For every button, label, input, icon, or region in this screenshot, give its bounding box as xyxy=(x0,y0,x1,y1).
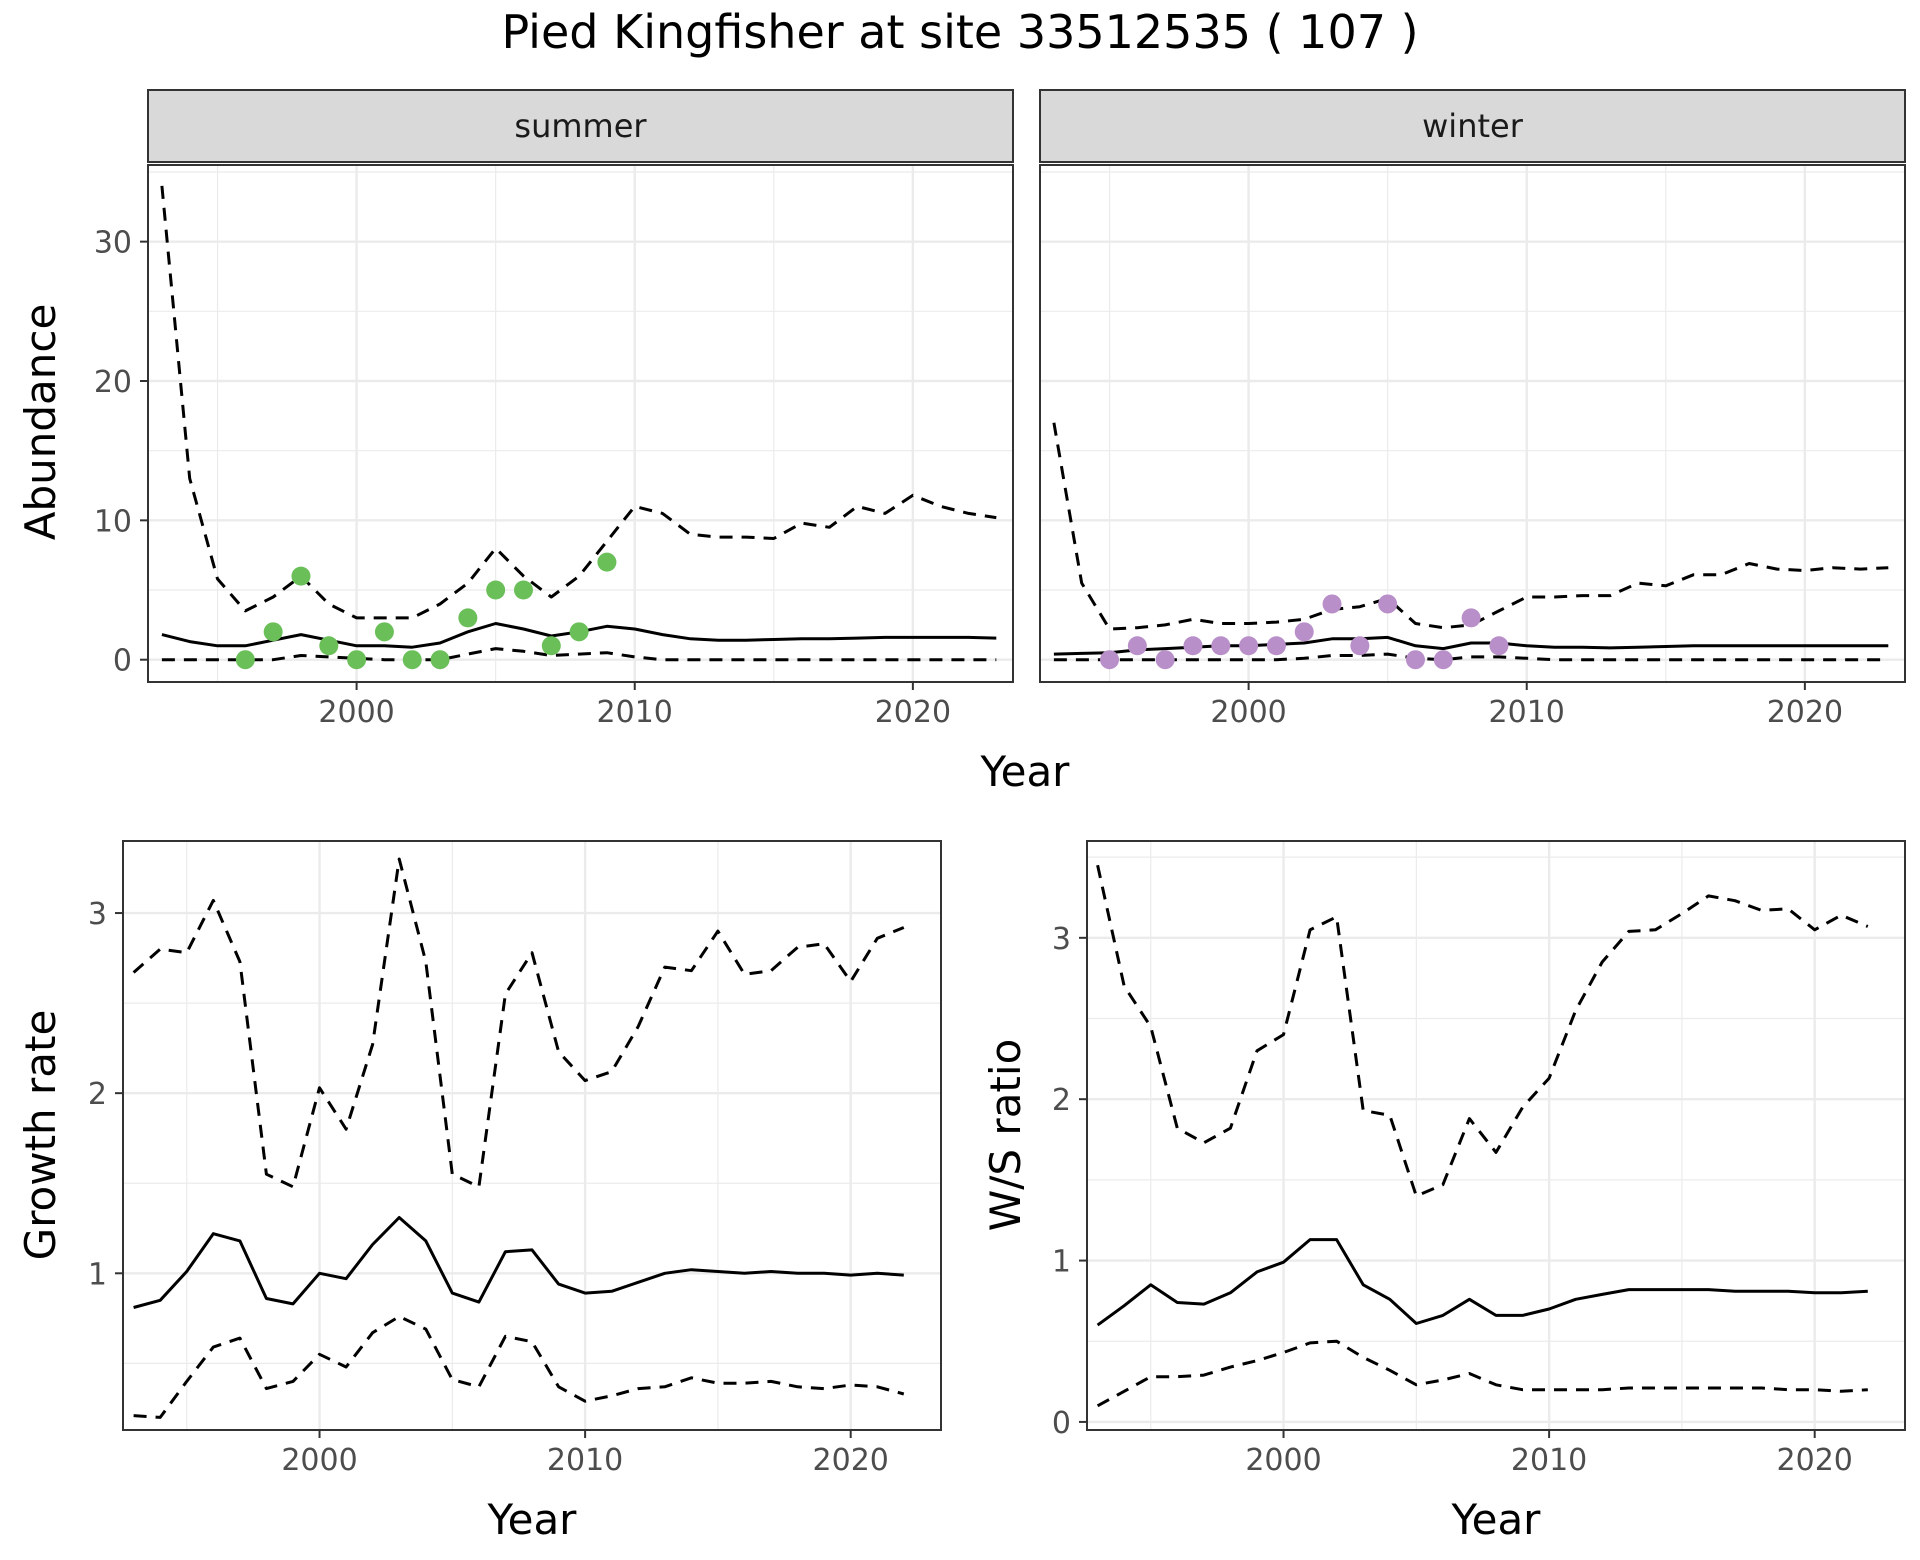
observation-point xyxy=(430,650,450,670)
observation-point xyxy=(1183,636,1203,656)
y-tick-label: 1 xyxy=(88,1257,107,1292)
facet-label-summer: summer xyxy=(514,107,647,145)
winter-panel: winter 2000 2010 2020 xyxy=(1039,89,1906,730)
observation-point xyxy=(1155,650,1175,670)
grid xyxy=(1087,841,1905,1430)
observation-point xyxy=(1211,636,1231,656)
observation-point xyxy=(513,580,533,600)
y-tick-label: 30 xyxy=(94,226,132,261)
lower-bound-line xyxy=(133,1315,905,1419)
y-tick-label: 20 xyxy=(94,365,132,400)
top-x-axis-title: Year xyxy=(980,747,1071,796)
observation-point xyxy=(486,580,506,600)
observation-point xyxy=(263,622,283,642)
top-y-axis-title: Abundance xyxy=(16,304,65,541)
x-tick-label: 2020 xyxy=(875,695,951,730)
observation-point xyxy=(402,650,422,670)
series-group xyxy=(160,185,997,670)
facet-label-winter: winter xyxy=(1422,107,1524,145)
lower-bound-line xyxy=(1096,1339,1868,1408)
ws-ratio-panel: 2000 2010 2020 0 1 2 3 Year W/S ratio xyxy=(981,840,1906,1544)
panel-border xyxy=(122,840,942,1431)
lower-bound-line xyxy=(1053,652,1889,662)
series-group xyxy=(1052,422,1889,670)
x-tick-label: 2010 xyxy=(597,695,673,730)
observation-point xyxy=(569,622,589,642)
y-tick-label: 3 xyxy=(88,897,107,932)
estimate-line xyxy=(133,1216,904,1309)
plot-background xyxy=(123,841,941,1430)
grid xyxy=(1040,165,1905,682)
observation-point xyxy=(1378,594,1398,614)
observation-point xyxy=(541,636,561,656)
x-tick-label: 2000 xyxy=(1245,1443,1321,1478)
y-tick-label: 10 xyxy=(94,504,132,539)
facet-strip xyxy=(1039,89,1906,163)
observation-point xyxy=(458,608,478,628)
panel-border xyxy=(147,164,1014,683)
observation-point xyxy=(1322,594,1342,614)
plot-background xyxy=(1087,841,1905,1430)
y-tick-label: 0 xyxy=(1052,1406,1071,1441)
series-group xyxy=(132,857,905,1419)
series-group xyxy=(1096,864,1869,1408)
x-tick-label: 2020 xyxy=(1777,1443,1853,1478)
observation-point xyxy=(1405,650,1425,670)
observation-point xyxy=(1100,650,1120,670)
estimate-line xyxy=(1096,1238,1868,1327)
summer-panel: summer 2000 2010 2020 0 10 20 30 xyxy=(94,89,1014,730)
grid xyxy=(148,165,1013,682)
y-tick-label: 3 xyxy=(1052,922,1071,957)
upper-bound-line xyxy=(1096,864,1869,1198)
x-axis-title: Year xyxy=(1451,1495,1542,1544)
growth-rate-panel: 2000 2010 2020 1 2 3 Year Growth rate xyxy=(16,840,942,1544)
y-axis-title: Growth rate xyxy=(16,1010,65,1261)
x-tick-label: 2000 xyxy=(1210,695,1286,730)
observation-point xyxy=(1266,636,1286,656)
x-tick-label: 2020 xyxy=(1767,695,1843,730)
x-axis-title: Year xyxy=(487,1495,578,1544)
plot-background xyxy=(1040,165,1905,682)
observation-point xyxy=(1461,608,1481,628)
x-tick-label: 2000 xyxy=(281,1443,357,1478)
observation-point xyxy=(235,650,255,670)
panel-border xyxy=(1086,840,1906,1431)
observation-point xyxy=(1350,636,1370,656)
observation-point xyxy=(1239,636,1259,656)
figure-title: Pied Kingfisher at site 33512535 ( 107 ) xyxy=(501,5,1418,59)
observation-point xyxy=(1489,636,1509,656)
observation-point xyxy=(374,622,394,642)
x-tick-label: 2010 xyxy=(1489,695,1565,730)
x-tick-label: 2000 xyxy=(318,695,394,730)
observation-point xyxy=(597,552,617,572)
upper-bound-line xyxy=(1052,422,1889,631)
y-axis-title: W/S ratio xyxy=(981,1039,1030,1232)
y-tick-label: 1 xyxy=(1052,1245,1071,1280)
upper-bound-line xyxy=(132,857,905,1189)
plot-background xyxy=(148,165,1013,682)
facet-strip xyxy=(147,89,1014,163)
observation-point xyxy=(1127,636,1147,656)
observation-point xyxy=(291,566,311,586)
y-tick-label: 0 xyxy=(113,644,132,679)
y-tick-label: 2 xyxy=(1052,1083,1071,1118)
x-tick-label: 2010 xyxy=(547,1443,623,1478)
observation-point xyxy=(319,636,339,656)
observation-point xyxy=(347,650,367,670)
panel-border xyxy=(1039,164,1906,683)
lower-bound-line xyxy=(161,647,997,662)
x-tick-label: 2010 xyxy=(1511,1443,1587,1478)
x-tick-label: 2020 xyxy=(813,1443,889,1478)
y-tick-label: 2 xyxy=(88,1077,107,1112)
observation-point xyxy=(1433,650,1453,670)
observation-point xyxy=(1294,622,1314,642)
